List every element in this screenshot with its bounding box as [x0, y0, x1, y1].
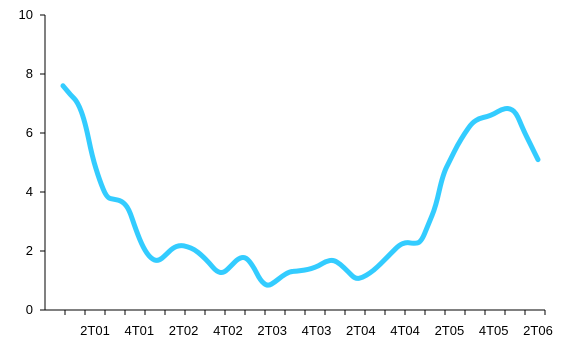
y-axis: 0 2 4 6 8 10 — [19, 7, 46, 317]
y-tick-label: 2 — [26, 243, 33, 258]
x-tick-label: 2T02 — [169, 323, 199, 338]
y-tick-label: 10 — [19, 7, 33, 22]
y-tick-label: 8 — [26, 66, 33, 81]
y-tick-label: 4 — [26, 184, 33, 199]
x-tick-label: 2T03 — [257, 323, 287, 338]
y-tick-label: 6 — [26, 125, 33, 140]
y-tick-label: 0 — [26, 302, 33, 317]
series-line — [60, 83, 541, 288]
x-tick-label: 2T01 — [80, 323, 110, 338]
x-tick-label: 4T01 — [124, 323, 154, 338]
x-tick-label: 4T02 — [213, 323, 243, 338]
x-tick-label: 2T04 — [346, 323, 376, 338]
x-axis: 2T01 4T01 2T02 4T02 2T03 4T03 2T04 4T04 2T05 4T05… — [45, 309, 553, 338]
x-tick-label: 4T05 — [479, 323, 509, 338]
x-tick-label: 4T04 — [390, 323, 420, 338]
x-tick-label: 4T03 — [302, 323, 332, 338]
x-tick-label: 2T06 — [523, 323, 553, 338]
x-tick-label: 2T05 — [435, 323, 465, 338]
